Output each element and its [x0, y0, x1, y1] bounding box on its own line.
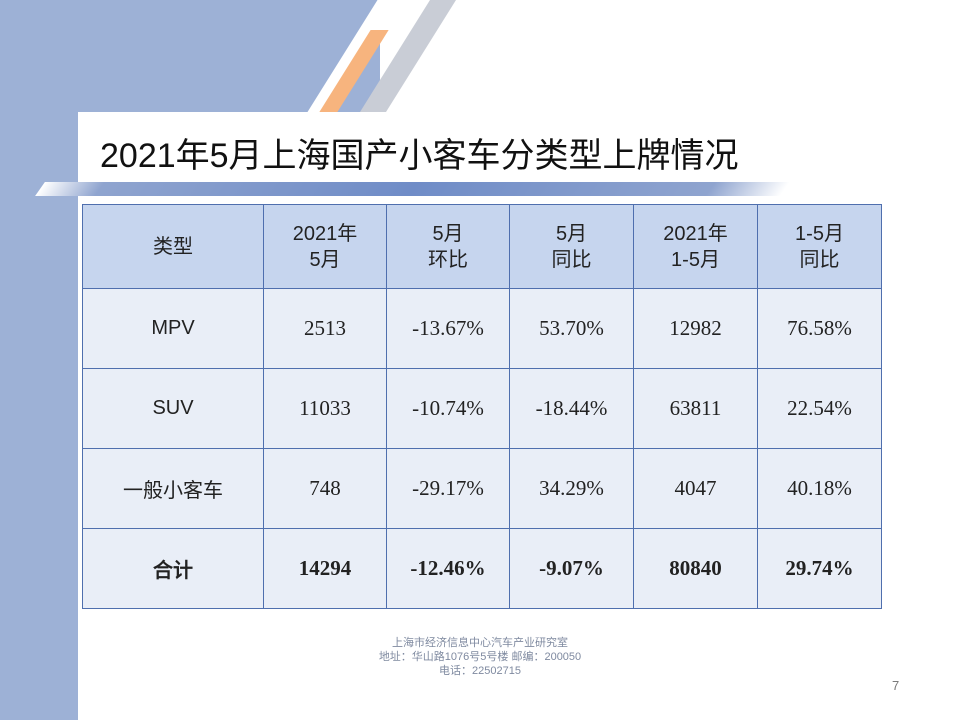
cell-ytd: 63811: [633, 368, 758, 449]
cell-yoy: -18.44%: [509, 368, 634, 449]
header-may-mom: 5月 环比: [386, 204, 510, 289]
background-top-band: [0, 0, 380, 112]
background-left-band: [0, 0, 78, 720]
page-number: 7: [892, 678, 900, 693]
cell-yoy: 34.29%: [509, 448, 634, 529]
header-may-yoy: 5月 同比: [509, 204, 634, 289]
cell-type: MPV: [82, 288, 264, 369]
table-row: SUV 11033 -10.74% -18.44% 63811 22.54%: [82, 368, 882, 449]
cell-ytd: 4047: [633, 448, 758, 529]
cell-ytd: 80840: [633, 528, 758, 609]
table-header-row: 类型 2021年 5月 5月 环比 5月 同比 2021年 1-5月 1-5月 …: [82, 204, 882, 289]
cell-type: 一般小客车: [82, 448, 264, 529]
footer-org: 上海市经济信息中心汽车产业研究室: [392, 637, 568, 649]
cell-may: 11033: [263, 368, 387, 449]
cell-may: 2513: [263, 288, 387, 369]
cell-mom: -29.17%: [386, 448, 510, 529]
cell-ytd-yoy: 29.74%: [757, 528, 882, 609]
cell-mom: -13.67%: [386, 288, 510, 369]
cell-mom: -10.74%: [386, 368, 510, 449]
header-type: 类型: [82, 204, 264, 289]
slide-title: 2021年5月上海国产小客车分类型上牌情况: [100, 137, 739, 175]
cell-mom: -12.46%: [386, 528, 510, 609]
footer-phone: 电话：22502715: [439, 665, 521, 677]
cell-type: 合计: [82, 528, 264, 609]
footer-address: 地址：华山路1076号5号楼 邮编：200050: [378, 651, 582, 663]
registration-table: 类型 2021年 5月 5月 环比 5月 同比 2021年 1-5月 1-5月 …: [82, 204, 882, 609]
table-row: 一般小客车 748 -29.17% 34.29% 4047 40.18%: [82, 448, 882, 529]
cell-may: 748: [263, 448, 387, 529]
header-ytd-yoy: 1-5月 同比: [757, 204, 882, 289]
cell-ytd-yoy: 22.54%: [757, 368, 882, 449]
cell-may: 14294: [263, 528, 387, 609]
table-row: MPV 2513 -13.67% 53.70% 12982 76.58%: [82, 288, 882, 369]
cell-type: SUV: [82, 368, 264, 449]
footer-contact: 上海市经济信息中心汽车产业研究室 地址：华山路1076号5号楼 邮编：20005…: [330, 636, 630, 678]
title-underline-bar: [35, 182, 790, 196]
header-ytd-2021: 2021年 1-5月: [633, 204, 758, 289]
cell-ytd-yoy: 40.18%: [757, 448, 882, 529]
cell-yoy: -9.07%: [509, 528, 634, 609]
table-total-row: 合计 14294 -12.46% -9.07% 80840 29.74%: [82, 528, 882, 609]
cell-ytd-yoy: 76.58%: [757, 288, 882, 369]
cell-yoy: 53.70%: [509, 288, 634, 369]
header-may-2021: 2021年 5月: [263, 204, 387, 289]
cell-ytd: 12982: [633, 288, 758, 369]
